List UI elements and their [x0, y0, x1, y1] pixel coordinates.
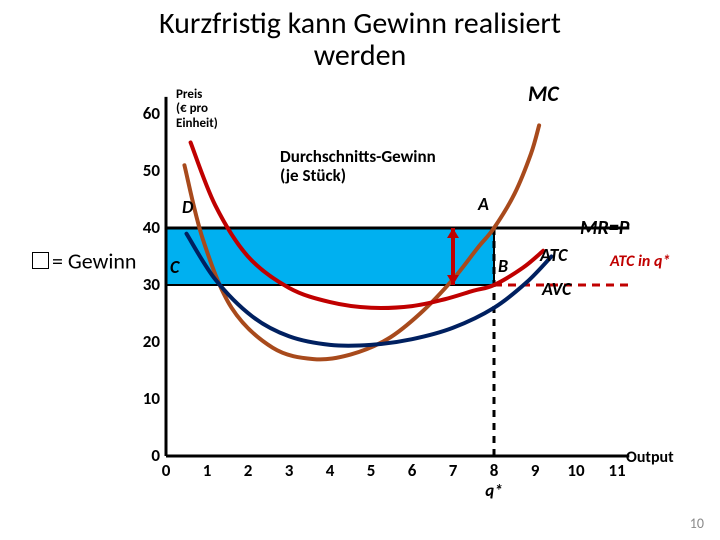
atc-q-label: ATC in q* [610, 252, 670, 271]
mrp-label: MR=P [580, 216, 629, 240]
gewinn-legend: = Gewinn [32, 245, 137, 274]
x-tick-4: 4 [318, 460, 342, 481]
mc-label: MC [528, 80, 559, 107]
y-tick-60: 60 [132, 103, 160, 124]
atc-label: ATC [540, 244, 567, 266]
x-tick-9: 9 [523, 460, 547, 481]
point-A: A [478, 193, 489, 215]
avc-label: AVC [542, 278, 571, 300]
x-tick-10: 10 [564, 460, 588, 481]
x-tick-5: 5 [359, 460, 383, 481]
x-tick-2: 2 [236, 460, 260, 481]
y-tick-30: 30 [132, 274, 160, 295]
x-tick-11: 11 [605, 460, 629, 481]
point-B: B [498, 255, 508, 277]
x-tick-7: 7 [441, 460, 465, 481]
q-star-label: q* [482, 480, 506, 501]
x-axis-label: Output [626, 448, 674, 467]
page-number: 10 [690, 515, 704, 532]
point-C: C [170, 256, 179, 278]
y-tick-50: 50 [132, 160, 160, 181]
x-tick-1: 1 [195, 460, 219, 481]
x-tick-6: 6 [400, 460, 424, 481]
y-axis-label: Preis (€ pro Einheit) [176, 88, 218, 131]
y-tick-10: 10 [132, 388, 160, 409]
y-tick-20: 20 [132, 331, 160, 352]
point-D: D [182, 196, 193, 218]
x-tick-8: 8 [482, 460, 506, 481]
avg-profit-label: Durchschnitts-Gewinn(je Stück) [280, 148, 436, 185]
x-tick-3: 3 [277, 460, 301, 481]
y-tick-40: 40 [132, 217, 160, 238]
x-tick-0: 0 [154, 460, 178, 481]
gewinn-swatch [32, 252, 49, 269]
